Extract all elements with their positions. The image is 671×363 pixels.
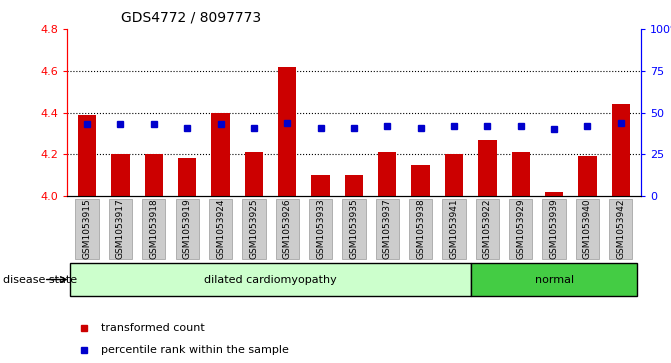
Text: GSM1053940: GSM1053940 [583, 198, 592, 259]
Text: GSM1053922: GSM1053922 [483, 199, 492, 259]
Bar [578, 156, 597, 196]
Text: GDS4772 / 8097773: GDS4772 / 8097773 [121, 11, 261, 25]
Bar [378, 152, 397, 196]
FancyBboxPatch shape [576, 199, 599, 259]
Text: disease state: disease state [3, 274, 77, 285]
Bar [145, 154, 163, 196]
Bar [245, 152, 263, 196]
FancyBboxPatch shape [376, 199, 399, 259]
Bar [211, 113, 229, 196]
Bar [612, 104, 630, 196]
FancyBboxPatch shape [470, 263, 637, 296]
FancyBboxPatch shape [409, 199, 432, 259]
Text: GSM1053929: GSM1053929 [516, 198, 525, 259]
Text: GSM1053926: GSM1053926 [282, 198, 292, 259]
FancyBboxPatch shape [476, 199, 499, 259]
FancyBboxPatch shape [70, 263, 470, 296]
Bar [545, 192, 563, 196]
Bar [278, 66, 297, 196]
Text: percentile rank within the sample: percentile rank within the sample [101, 345, 289, 355]
FancyBboxPatch shape [109, 199, 132, 259]
FancyBboxPatch shape [75, 199, 99, 259]
Bar [511, 152, 530, 196]
Text: GSM1053935: GSM1053935 [350, 198, 358, 259]
Text: GSM1053938: GSM1053938 [416, 198, 425, 259]
FancyBboxPatch shape [176, 199, 199, 259]
Text: GSM1053937: GSM1053937 [383, 198, 392, 259]
Bar [111, 154, 130, 196]
Text: normal: normal [535, 274, 574, 285]
Text: GSM1053942: GSM1053942 [616, 199, 625, 259]
FancyBboxPatch shape [276, 199, 299, 259]
Text: GSM1053919: GSM1053919 [183, 198, 192, 259]
FancyBboxPatch shape [542, 199, 566, 259]
Text: GSM1053941: GSM1053941 [450, 198, 458, 259]
FancyBboxPatch shape [242, 199, 266, 259]
Bar [445, 154, 463, 196]
FancyBboxPatch shape [209, 199, 232, 259]
Text: GSM1053924: GSM1053924 [216, 199, 225, 259]
Text: GSM1053915: GSM1053915 [83, 198, 92, 259]
Bar [78, 115, 96, 196]
Text: dilated cardiomyopathy: dilated cardiomyopathy [204, 274, 337, 285]
Text: GSM1053918: GSM1053918 [150, 198, 158, 259]
Bar [311, 175, 329, 196]
FancyBboxPatch shape [342, 199, 366, 259]
Bar [345, 175, 363, 196]
FancyBboxPatch shape [609, 199, 633, 259]
Text: GSM1053925: GSM1053925 [250, 198, 258, 259]
Bar [411, 165, 430, 196]
FancyBboxPatch shape [142, 199, 166, 259]
Bar [178, 159, 197, 196]
Text: GSM1053917: GSM1053917 [116, 198, 125, 259]
Text: GSM1053939: GSM1053939 [550, 198, 558, 259]
FancyBboxPatch shape [509, 199, 532, 259]
Text: transformed count: transformed count [101, 323, 205, 333]
FancyBboxPatch shape [442, 199, 466, 259]
Text: GSM1053933: GSM1053933 [316, 198, 325, 259]
Bar [478, 140, 497, 196]
FancyBboxPatch shape [309, 199, 332, 259]
